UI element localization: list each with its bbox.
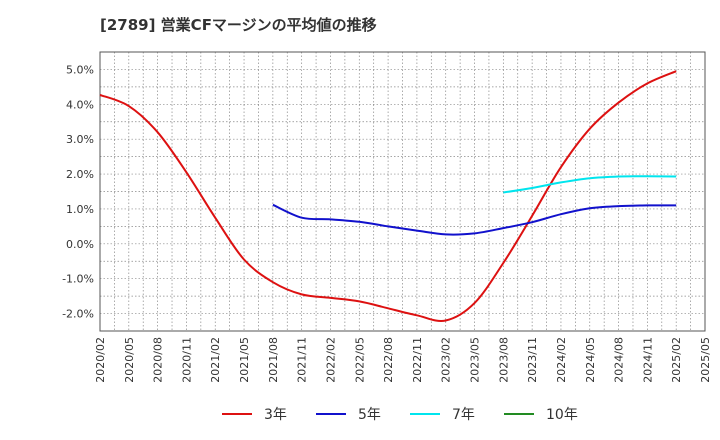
y-tick-label: 1.0% [66,203,94,216]
y-tick-label: 3.0% [66,133,94,146]
x-tick-label: 2021/08 [267,337,280,383]
legend-label: 7年 [452,407,475,423]
x-tick-label: 2022/08 [382,337,395,383]
x-tick-label: 2022/05 [353,337,366,383]
x-tick-label: 2023/02 [440,337,453,383]
x-tick-label: 2020/02 [94,337,107,383]
y-tick-label: 4.0% [66,98,94,111]
series-line-7年 [503,175,677,194]
plot-frame [99,51,706,332]
x-tick-label: 2023/05 [469,337,482,383]
y-tick-label: 0.0% [66,238,94,251]
y-tick-label: 5.0% [66,63,94,76]
legend-label: 10年 [546,407,578,423]
x-tick-label: 2025/02 [670,337,683,383]
y-tick-label: -2.0% [62,308,94,321]
series-line-3年 [99,70,677,322]
x-tick-label: 2024/05 [584,337,597,383]
legend: 3年 5年 7年 10年 [222,407,578,423]
x-tick-label: 2024/08 [613,337,626,383]
x-tick-label: 2021/05 [238,337,251,383]
x-tick-label: 2020/11 [180,337,193,383]
chart-title: [2789] 営業CFマージンの平均値の推移 [100,16,377,34]
x-tick-label: 2022/02 [324,337,337,383]
x-tick-label: 2021/02 [209,337,222,383]
series-line-5年 [272,203,677,236]
y-tick-label: -1.0% [62,273,94,286]
x-tick-label: 2024/02 [555,337,568,383]
x-tick-label: 2021/11 [296,337,309,383]
x-tick-label: 2020/08 [152,337,165,383]
x-tick-label: 2024/11 [641,337,654,383]
x-tick-label: 2025/05 [699,337,712,383]
series-lines [99,70,677,322]
x-tick-label: 2022/11 [411,337,424,383]
x-tick-label: 2023/11 [526,337,539,383]
legend-label: 3年 [264,407,287,423]
axes: 5.0% 4.0% 3.0% 2.0% 1.0% 0.0% -1.0% -2.0% 2020/0… [62,51,712,383]
legend-label: 5年 [358,407,381,423]
y-tick-label: 2.0% [66,168,94,181]
x-tick-label: 2020/05 [123,337,136,383]
x-tick-label: 2023/08 [497,337,510,383]
grid [99,51,706,332]
